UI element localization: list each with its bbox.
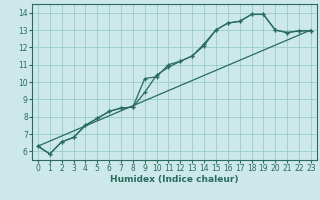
X-axis label: Humidex (Indice chaleur): Humidex (Indice chaleur)	[110, 175, 239, 184]
